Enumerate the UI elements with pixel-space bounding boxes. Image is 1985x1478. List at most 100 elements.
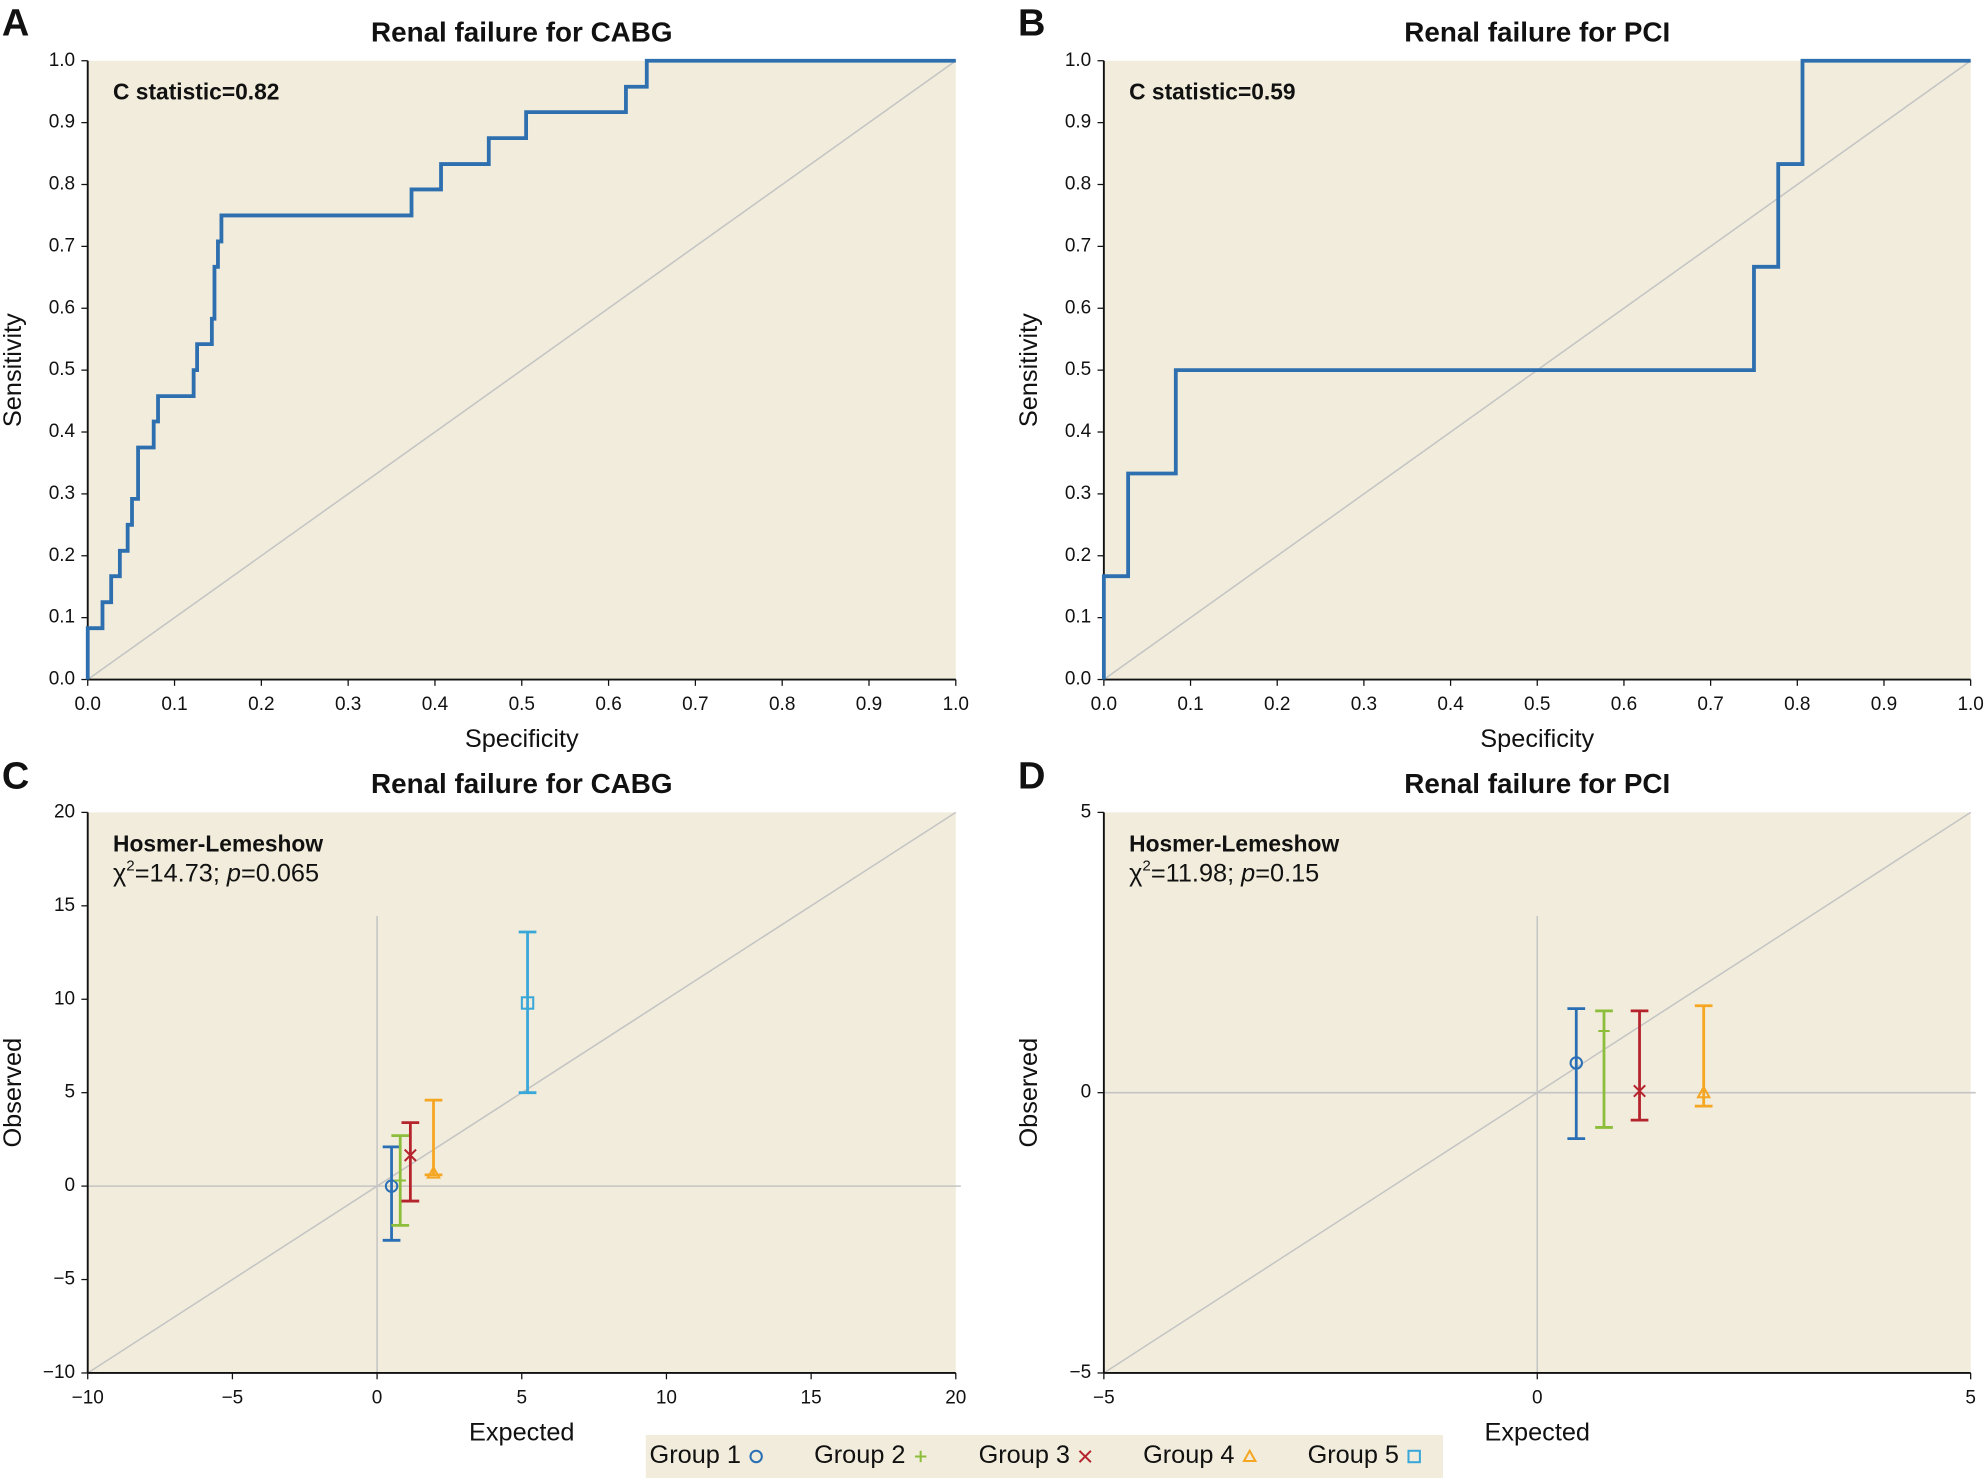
x-tick-label: 0.9 [1871, 694, 1897, 715]
chart-title: Renal failure for CABG [371, 17, 673, 48]
y-tick-label: 0.3 [1065, 483, 1091, 504]
x-tick-label: 0.6 [595, 694, 621, 715]
x-axis-label: Specificity [465, 725, 579, 753]
legend-marker [1242, 1448, 1258, 1463]
y-tick-label: 1.0 [49, 50, 75, 71]
y-tick-label: 0 [65, 1175, 76, 1196]
y-tick-label: −5 [1070, 1362, 1092, 1383]
y-tick-label: 0.1 [49, 607, 75, 628]
x-tick-label: 0.8 [1784, 694, 1810, 715]
legend-marker [749, 1449, 763, 1464]
x-tick-label: 5 [516, 1387, 527, 1408]
x-tick-label: 0.3 [1351, 694, 1377, 715]
y-tick-label: 0.6 [1065, 297, 1091, 318]
y-tick-label: 0.3 [49, 483, 75, 504]
y-tick-label: 0.4 [49, 421, 75, 442]
x-tick-label: 0.5 [1524, 694, 1550, 715]
y-tick-label: 5 [65, 1082, 76, 1103]
y-axis-label: Observed [0, 1038, 27, 1148]
y-tick-label: 0.1 [1065, 607, 1091, 628]
statistic-part: p [1240, 859, 1255, 887]
statistic: χ2=11.98; p=0.15 [1129, 857, 1319, 887]
statistic-part: 2 [1142, 857, 1150, 874]
marker [1569, 1056, 1583, 1070]
y-tick-label: 0.4 [1065, 421, 1091, 442]
panel-label: A [2, 2, 29, 44]
x-tick-label: 0.1 [161, 694, 187, 715]
reference-line [87, 60, 957, 681]
y-tick-label: 0.5 [1065, 359, 1091, 380]
x-tick-label: 0.3 [335, 694, 361, 715]
annotation: Hosmer-Lemeshow [1129, 830, 1339, 856]
x-tick-label: 0.5 [509, 694, 535, 715]
y-tick-label: 0.7 [49, 235, 75, 256]
annotation: C statistic=0.82 [113, 79, 279, 105]
legend-label: Group 1 [650, 1441, 741, 1469]
x-tick-label: 5 [1965, 1387, 1976, 1408]
x-tick-label: 0.8 [769, 694, 795, 715]
x-tick-label: −5 [1093, 1387, 1115, 1408]
y-tick-label: 0.2 [1065, 545, 1091, 566]
marker [394, 1174, 406, 1187]
legend-box [645, 1434, 1443, 1478]
x-tick-label: 0 [372, 1387, 383, 1408]
y-axis-label: Observed [1015, 1038, 1043, 1148]
x-tick-label: 0 [1532, 1387, 1543, 1408]
y-tick-label: 0.8 [49, 174, 75, 195]
y-tick-label: 5 [1081, 801, 1092, 822]
y-tick-label: 0.8 [1065, 174, 1091, 195]
panel-label: D [1018, 755, 1045, 797]
marker [1598, 1025, 1610, 1037]
x-tick-label: 0.0 [75, 694, 101, 715]
y-tick-label: 0.2 [49, 545, 75, 566]
x-axis-label: Expected [1485, 1418, 1590, 1446]
y-axis-label: Sensitivity [1015, 313, 1043, 427]
statistic-part: =0.065 [241, 859, 319, 887]
x-tick-label: 20 [945, 1387, 966, 1408]
y-tick-label: 0.6 [49, 297, 75, 318]
marker [426, 1165, 441, 1179]
statistic-part: p [226, 859, 241, 887]
statistic-part: =14.73; [135, 859, 227, 887]
statistic-part: =0.15 [1255, 859, 1319, 887]
legend-label: Group 3 [979, 1441, 1070, 1469]
statistic-part: χ [113, 859, 126, 887]
panel-label: C [2, 755, 29, 797]
y-tick-label: 0.9 [49, 112, 75, 133]
legend-marker [914, 1450, 927, 1463]
marker [384, 1179, 399, 1193]
statistic-part: χ [1129, 859, 1142, 887]
legend-marker [1407, 1449, 1421, 1464]
legend-label: Group 4 [1143, 1441, 1234, 1469]
statistic: χ2=14.73; p=0.065 [113, 857, 319, 887]
legend-label: Group 2 [814, 1441, 905, 1469]
y-tick-label: 0.0 [1065, 669, 1091, 690]
x-axis-label: Specificity [1480, 725, 1594, 753]
y-tick-label: 20 [54, 801, 75, 822]
statistic-part: 2 [126, 857, 134, 874]
marker [403, 1148, 417, 1162]
y-tick-label: 0.0 [49, 669, 75, 690]
x-tick-label: 0.1 [1177, 694, 1203, 715]
x-tick-label: 0.2 [1264, 694, 1290, 715]
y-tick-label: −5 [53, 1269, 75, 1290]
x-tick-label: 0.0 [1091, 694, 1117, 715]
panel-label: B [1018, 2, 1045, 44]
y-tick-label: 0.9 [1065, 112, 1091, 133]
annotation: C statistic=0.59 [1129, 79, 1295, 105]
x-axis-label: Expected [469, 1418, 574, 1446]
roc-curve [85, 58, 956, 680]
x-tick-label: 0.4 [1437, 694, 1463, 715]
x-tick-label: 0.7 [1697, 694, 1723, 715]
x-tick-label: 0.7 [682, 694, 708, 715]
x-tick-label: 15 [801, 1387, 822, 1408]
annotation: Hosmer-Lemeshow [113, 830, 323, 856]
x-tick-label: −5 [222, 1387, 244, 1408]
x-tick-label: 1.0 [1957, 694, 1983, 715]
chart-title: Renal failure for PCI [1404, 17, 1670, 48]
legend-marker [1078, 1450, 1092, 1463]
chart-title: Renal failure for CABG [371, 768, 673, 799]
y-tick-label: 0 [1081, 1082, 1092, 1103]
